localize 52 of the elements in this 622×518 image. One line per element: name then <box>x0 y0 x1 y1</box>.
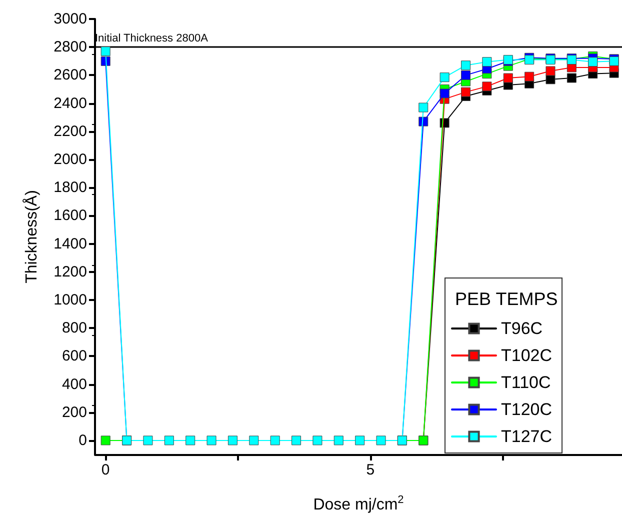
point <box>100 436 110 446</box>
point <box>312 436 322 446</box>
y-tick-label: 0 <box>78 432 87 449</box>
y-tick-label: 200 <box>62 404 87 421</box>
y-tick-label: 2800 <box>54 38 87 56</box>
legend-label: T110C <box>501 373 551 392</box>
legend-title: PEB TEMPS <box>455 289 558 309</box>
point <box>355 436 365 446</box>
y-tick-label: 1000 <box>54 291 87 308</box>
y-tick-label: 800 <box>62 320 87 337</box>
point <box>186 436 196 446</box>
y-tick-label: 1400 <box>54 235 87 252</box>
point <box>546 66 556 76</box>
y-tick-label: 2400 <box>54 94 87 112</box>
point <box>588 57 598 67</box>
legend-label: T127C <box>501 427 552 446</box>
y-axis-title: Thickness(Å) <box>22 190 40 284</box>
point <box>503 73 513 83</box>
point <box>270 436 280 446</box>
point <box>164 436 174 446</box>
y-tick-label: 2200 <box>54 122 87 140</box>
y-tick-label: 1800 <box>54 179 87 196</box>
ref-line-label: Initial Thickness 2800A <box>95 32 209 45</box>
point <box>482 57 492 67</box>
point <box>566 73 576 83</box>
point <box>334 436 344 446</box>
y-tick-label: 3000 <box>54 10 87 28</box>
x-tick-label: 5 <box>366 462 375 478</box>
point <box>376 436 386 446</box>
point <box>461 60 471 70</box>
point <box>461 87 471 97</box>
y-tick-label: 2000 <box>54 150 87 168</box>
point <box>100 46 110 56</box>
y-tick-label: 600 <box>62 348 87 365</box>
legend-label: T102C <box>501 346 552 365</box>
legend-label: T96C <box>501 319 543 338</box>
point <box>228 436 238 446</box>
y-tick-label: 1600 <box>54 207 87 224</box>
point <box>143 436 153 446</box>
point <box>418 102 428 112</box>
y-tick-label: 1200 <box>54 263 87 280</box>
y-tick-label: 400 <box>62 376 87 393</box>
y-tick-label: 2600 <box>54 66 87 84</box>
point <box>440 88 450 98</box>
point <box>249 436 259 446</box>
point <box>206 436 216 446</box>
point <box>461 70 471 80</box>
point <box>482 82 492 92</box>
point <box>292 436 302 446</box>
point <box>524 72 534 82</box>
legend-label: T120C <box>501 400 552 419</box>
point <box>440 72 450 82</box>
